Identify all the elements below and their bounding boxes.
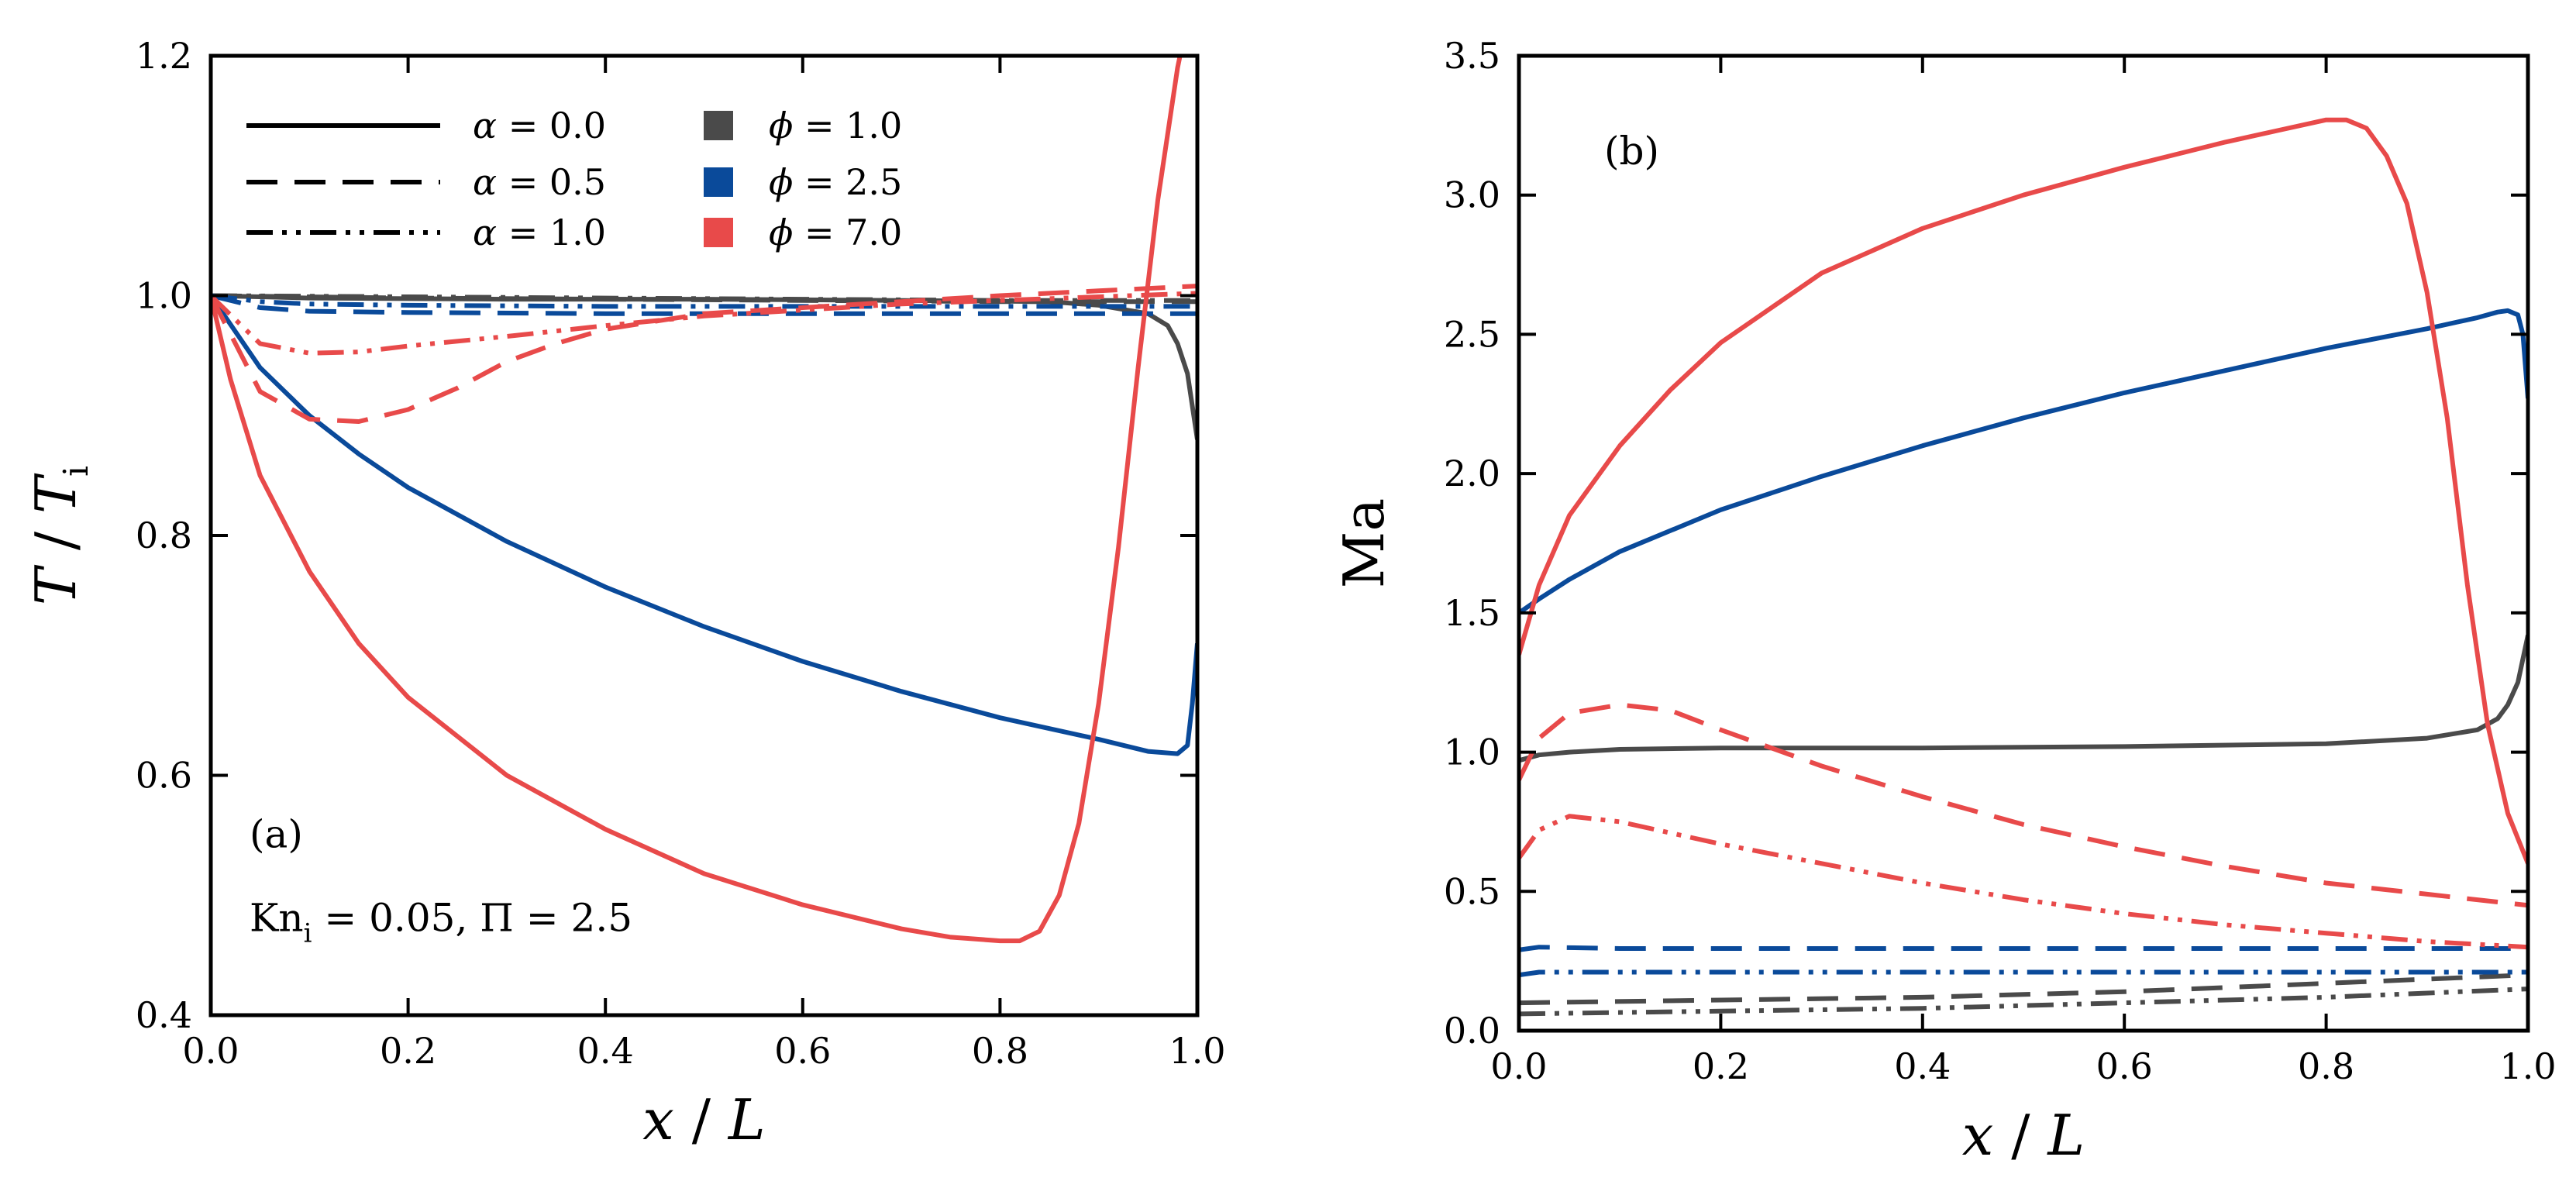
y-tick-label: 0.6: [136, 755, 192, 797]
series-line: [211, 294, 1197, 756]
legend-color-swatch: [704, 111, 733, 140]
legend-alpha-label: α = 1.0: [473, 212, 606, 253]
x-tick-label: 0.6: [774, 1030, 831, 1072]
x-tick-label: 0.2: [380, 1030, 436, 1072]
y-tick-label: 1.2: [136, 35, 192, 77]
y-tick-label: 3.0: [1444, 174, 1500, 216]
legend-alpha-label: α = 0.5: [473, 161, 606, 203]
y-tick-label: 1.5: [1444, 592, 1500, 634]
x-tick-label: 0.2: [1693, 1045, 1749, 1087]
series-line: [1519, 945, 2528, 952]
series-group: [1519, 117, 2528, 1017]
series-line: [211, 56, 1183, 944]
x-tick-label: 0.6: [2096, 1045, 2153, 1087]
x-tick-label: 1.0: [1169, 1030, 1225, 1072]
x-tick-label: 0.8: [2298, 1045, 2354, 1087]
series-line: [1519, 986, 2528, 1017]
y-tick-label: 3.5: [1444, 35, 1500, 77]
series-line: [1519, 814, 2528, 950]
series-line: [211, 284, 1197, 424]
y-tick-label: 1.0: [136, 275, 192, 317]
x-tick-label: 0.8: [972, 1030, 1028, 1072]
x-tick-label: 0.4: [1894, 1045, 1951, 1087]
y-tick-label: 2.0: [1444, 453, 1500, 494]
x-tick-label: 1.0: [2499, 1045, 2556, 1087]
x-tick-label: 0.4: [577, 1030, 634, 1072]
series-line: [1519, 969, 2528, 978]
y-axis-label: T / Ti: [23, 466, 96, 605]
y-axis-label: Ma: [1331, 498, 1396, 589]
legend-color-swatch: [704, 218, 733, 247]
y-tick-label: 0.4: [136, 994, 192, 1036]
x-axis-label: x / L: [642, 1087, 765, 1152]
y-tick-label: 0.8: [136, 515, 192, 556]
x-axis-label: x / L: [1962, 1103, 2085, 1168]
series-line: [1519, 973, 2528, 1006]
legend: α = 0.0 α = 0.5 α = 1.0 ϕ = 1.0 ϕ = 2.5 ϕ = 7…: [246, 105, 902, 253]
legend-phi-label: ϕ = 2.5: [769, 161, 902, 203]
series-line: [1519, 117, 2528, 865]
panel-annotation: (a): [250, 811, 303, 856]
legend-color-swatch: [704, 167, 733, 197]
y-tick-label: 1.0: [1444, 732, 1500, 773]
x-tick-label: 0.0: [182, 1030, 239, 1072]
series-line: [1519, 702, 2528, 908]
series-line: [1519, 308, 2528, 615]
series-line: [211, 293, 1197, 303]
y-tick-label: 0.0: [1444, 1010, 1500, 1052]
legend-alpha-label: α = 0.0: [473, 105, 606, 146]
panel-annotation: (b): [1604, 129, 1659, 174]
plot-frame: [1517, 53, 2530, 1033]
legend-phi-label: ϕ = 7.0: [769, 212, 902, 253]
x-tick-label: 0.0: [1490, 1045, 1547, 1087]
y-tick-label: 0.5: [1444, 870, 1500, 912]
panel-b-chart: 0.0 0.2 0.4 0.6 0.8 1.0 0.0 0.5 1.0 1.5 2.0 2.5 3.0 3…: [1331, 35, 2557, 1168]
panel-a-chart: 0.0 0.2 0.4 0.6 0.8 1.0 0.4 0.6 0.8 1.0 1.2 x / L T …: [23, 35, 1226, 1152]
y-tick-label: 2.5: [1444, 313, 1500, 355]
legend-phi-label: ϕ = 1.0: [769, 105, 902, 146]
parameter-annotation: Kni = 0.05, Π = 2.5: [250, 896, 632, 949]
series-line: [1519, 634, 2528, 763]
series-group: [211, 56, 1197, 944]
series-line: [211, 293, 1197, 316]
